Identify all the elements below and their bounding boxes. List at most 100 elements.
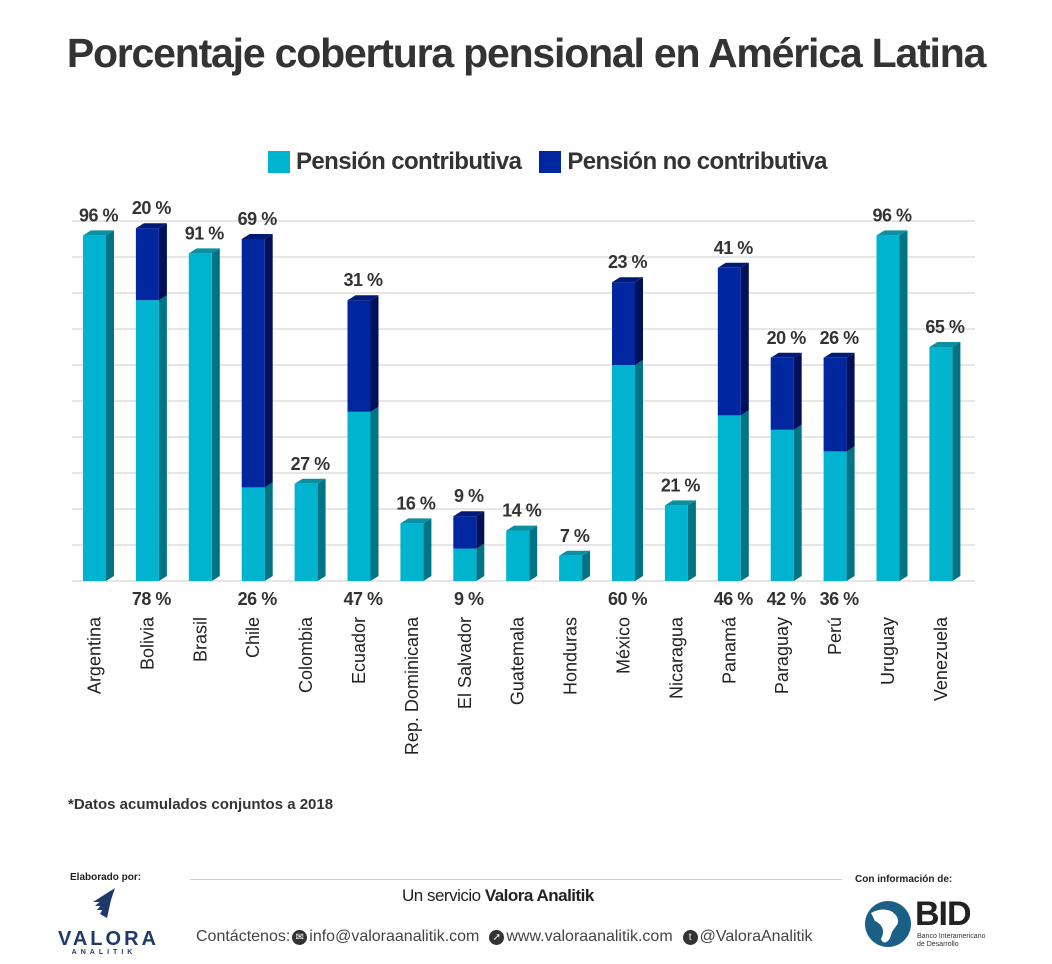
legend-item-no-contributiva: Pensión no contributiva <box>539 148 828 176</box>
bar-no-contributiva <box>717 267 741 416</box>
bid-subtitle-line-2: de Desarrollo <box>917 941 959 948</box>
x-axis-label: Bolivia <box>137 616 157 670</box>
chart-title: Porcentaje cobertura pensional en Améric… <box>66 30 987 76</box>
legend-item-contributiva: Pensión contributiva <box>268 148 522 176</box>
bar-top-cap <box>506 525 538 531</box>
bar-top-cap <box>559 550 591 556</box>
bar-contributiva <box>612 365 635 581</box>
value-label-contributiva: 21 % <box>661 475 701 495</box>
x-axis-label: Colombia <box>296 616 316 693</box>
footer-divider <box>190 879 842 880</box>
twitter-handle[interactable]: @ValoraAnalitik <box>699 928 813 945</box>
bar-side-contributiva <box>264 482 273 581</box>
bar-no-contributiva <box>135 228 159 301</box>
x-axis-label: Honduras <box>561 617 581 695</box>
bar-side-no-contributiva <box>740 262 749 416</box>
value-label-contributiva: 91 % <box>185 223 225 243</box>
value-label-no-contributiva: 41 % <box>714 238 754 258</box>
bar-top-cap <box>241 234 273 239</box>
legend-swatch-contributiva <box>268 151 290 173</box>
x-axis-label: Paraguay <box>772 617 792 694</box>
x-axis-label: Rep. Dominicana <box>402 616 422 755</box>
legend-swatch-no-contributiva <box>539 151 562 173</box>
value-label-contributiva: 60 % <box>608 589 648 609</box>
x-axis-label: Brasil <box>190 617 210 662</box>
value-label-contributiva: 16 % <box>396 493 436 513</box>
valora-subtitle: ANALITIK <box>71 949 137 956</box>
value-label-contributiva: 96 % <box>872 205 912 225</box>
value-label-contributiva: 46 % <box>714 589 754 609</box>
bar-contributiva <box>400 523 424 581</box>
x-axis-label: Panamá <box>719 616 739 684</box>
bar-top-cap <box>347 295 379 301</box>
legend: Pensión contributiva Pensión no contribu… <box>268 148 845 176</box>
stacked-bar-chart: 96 % 20 % 78 % 91 % 69 % 26 % 27 % 31 % 47 % 16 %… <box>72 198 975 755</box>
bar-top-cap <box>612 277 643 283</box>
bar-side-contributiva <box>899 230 908 581</box>
bar-side-no-contributiva <box>370 295 379 412</box>
bar-contributiva <box>559 555 583 581</box>
bar-contributiva <box>823 451 847 581</box>
value-label-contributiva: 36 % <box>820 589 860 609</box>
bar-contributiva <box>453 548 477 581</box>
web-cursor-icon: ➚ <box>489 929 505 945</box>
bar-contributiva <box>347 411 371 581</box>
bar-contributiva <box>188 253 212 581</box>
bid-logo: BID Banco Interamericano de Desarrollo <box>863 893 1003 955</box>
value-label-no-contributiva: 26 % <box>820 328 860 348</box>
bar-side-contributiva <box>740 410 749 581</box>
x-axis-label: México <box>614 617 634 674</box>
x-axis-labels: Argentina Bolivia Brasil Chile Colombia Ecuad… <box>85 616 951 755</box>
bar-no-contributiva <box>347 300 371 412</box>
bars <box>83 223 961 581</box>
value-label-contributiva: 9 % <box>454 589 484 609</box>
twitter-icon: t <box>682 929 698 945</box>
value-label-contributiva: 78 % <box>132 589 172 609</box>
service-line: Un servicio Valora Analitik <box>402 886 594 906</box>
contact-line: Contáctenos: ✉ info@valoraanalitik.com ➚… <box>196 928 813 946</box>
value-label-contributiva: 47 % <box>343 589 383 609</box>
value-label-contributiva: 96 % <box>79 205 119 225</box>
bar-side-contributiva <box>211 248 220 581</box>
bar-contributiva <box>135 300 159 581</box>
bid-subtitle: Banco Interamericano de Desarrollo <box>917 933 985 949</box>
bar-side-contributiva <box>582 550 591 581</box>
service-brand: Valora Analitik <box>484 886 595 905</box>
bar-top-cap <box>717 262 749 268</box>
bar-side-no-contributiva <box>793 352 802 430</box>
value-labels: 96 % 20 % 78 % 91 % 69 % 26 % 27 % 31 % 47 % 16 %… <box>79 198 965 609</box>
bar-top-cap <box>876 230 908 236</box>
value-label-contributiva: 26 % <box>238 589 278 609</box>
bar-side-no-contributiva <box>635 277 643 365</box>
bar-top-cap <box>823 352 855 358</box>
bar-contributiva <box>717 415 741 581</box>
legend-label-contributiva: Pensión contributiva <box>296 148 522 175</box>
bar-side-no-contributiva <box>158 223 167 301</box>
footnote: *Datos acumulados conjuntos a 2018 <box>68 796 334 813</box>
bar-top-cap <box>400 518 432 524</box>
value-label-contributiva: 42 % <box>767 589 807 609</box>
email-link[interactable]: info@valoraanalitik.com <box>309 928 480 945</box>
source-label: Con información de: <box>855 874 953 885</box>
valora-logo: VALORA ANALITIK <box>58 888 159 956</box>
value-label-no-contributiva: 20 % <box>767 328 807 348</box>
email-icon: ✉ <box>292 929 308 945</box>
bar-side-contributiva <box>476 543 485 581</box>
bar-contributiva <box>294 483 318 581</box>
bar-side-no-contributiva <box>264 234 273 488</box>
bar-contributiva <box>506 530 530 581</box>
x-axis-label: Perú <box>825 617 845 655</box>
valora-wordmark: VALORA <box>58 928 159 950</box>
gridlines <box>72 220 975 582</box>
bar-contributiva <box>876 235 900 581</box>
bar-side-contributiva <box>370 406 379 581</box>
value-label-contributiva: 27 % <box>291 454 331 474</box>
x-axis-label: Argentina <box>85 616 105 694</box>
bid-subtitle-line-1: Banco Interamericano <box>917 933 986 940</box>
bar-no-contributiva <box>453 516 477 549</box>
value-label-contributiva: 65 % <box>925 317 965 337</box>
bar-contributiva <box>83 235 106 581</box>
bar-side-contributiva <box>846 446 855 581</box>
website-link[interactable]: www.valoraanalitik.com <box>506 928 673 945</box>
bar-top-cap <box>664 500 696 506</box>
